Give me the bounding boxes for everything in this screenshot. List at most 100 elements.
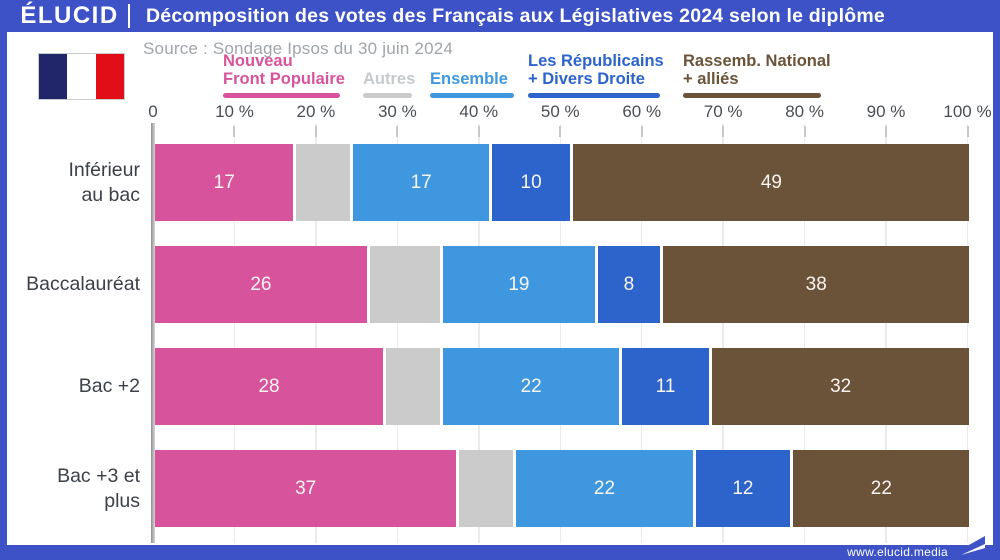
legend-label: Nouveau Front Populaire xyxy=(223,51,345,89)
gridline xyxy=(233,124,236,543)
bar-segment: 10 xyxy=(488,144,571,221)
bar-segment: 22 xyxy=(790,450,970,527)
header-divider xyxy=(128,4,130,28)
x-axis-tick xyxy=(966,126,969,137)
x-axis-tick-label: 70 % xyxy=(703,102,743,121)
x-axis-tick xyxy=(233,126,236,137)
bar-value-label: 49 xyxy=(760,171,782,193)
x-axis-tick xyxy=(477,126,480,137)
x-axis-tick-label: 30 % xyxy=(377,102,417,121)
bar-segment: 49 xyxy=(570,144,970,221)
bar-segment: 22 xyxy=(440,348,620,425)
bar-value-label: 12 xyxy=(732,477,754,499)
flag-stripe-white xyxy=(67,54,96,99)
footer-url: www.elucid.media xyxy=(847,545,948,559)
bar-value-label: 22 xyxy=(870,477,892,499)
bar-value-label: 8 xyxy=(623,273,635,295)
bar-value-label: 28 xyxy=(258,375,280,397)
bar-row: 17 17 10 49 xyxy=(155,144,970,221)
gridline xyxy=(396,124,399,543)
x-axis-tick-label: 40 % xyxy=(459,102,499,121)
source-text: Source : Sondage Ipsos du 30 juin 2024 xyxy=(143,39,454,58)
gridline xyxy=(315,124,317,543)
bar-row: 26 19 8 38 xyxy=(155,246,970,323)
page-title: Décomposition des votes des Français aux… xyxy=(146,5,885,27)
x-axis-tick-label: 50 % xyxy=(540,102,580,121)
x-axis-tick-label: 10 % xyxy=(215,102,254,121)
flag-stripe-red xyxy=(95,54,124,99)
category-label: Bac +3 et plus xyxy=(57,464,140,512)
bar-segment: 8 xyxy=(594,246,660,323)
bar-row: 28 22 11 32 xyxy=(155,348,970,425)
x-axis-tick xyxy=(722,126,725,137)
legend-label: Ensemble xyxy=(430,70,508,88)
gridline xyxy=(559,124,561,543)
gridline xyxy=(478,124,480,543)
french-flag-icon xyxy=(38,53,125,100)
category-label: Bac +2 xyxy=(78,375,140,397)
bar-segment: 17 xyxy=(155,144,294,221)
flag-pennant-icon xyxy=(951,536,985,558)
x-axis-tick-label: 0 xyxy=(148,102,158,121)
gridline xyxy=(640,124,643,543)
legend-item: Ensemble xyxy=(430,50,514,98)
bar-value-label: 38 xyxy=(805,273,827,295)
bar-value-label: 22 xyxy=(520,375,542,397)
legend-item: Autres xyxy=(363,50,415,98)
legend-label: Les Républicains + Divers Droite xyxy=(528,51,664,89)
bar-row: 37 22 12 22 xyxy=(155,450,970,527)
gridline xyxy=(885,124,887,543)
legend-swatch xyxy=(363,92,412,98)
bar-value-label: 17 xyxy=(410,171,432,193)
legend-swatch xyxy=(528,92,660,98)
bar-segment: 12 xyxy=(692,450,791,527)
x-axis-tick xyxy=(885,126,888,137)
x-axis-tick-label: 80 % xyxy=(785,102,824,121)
bar-segment: 38 xyxy=(659,246,970,323)
category-label: Inférieur au bac xyxy=(68,158,140,206)
bar-value-label: 10 xyxy=(520,171,542,193)
gridline xyxy=(803,124,806,543)
bar-segment: 17 xyxy=(350,144,489,221)
bar-value-label: 37 xyxy=(295,477,317,499)
x-axis-tick xyxy=(314,126,317,137)
legend-item: Les Républicains + Divers Droite xyxy=(528,50,664,98)
bar-value-label: 26 xyxy=(250,273,272,295)
bar-segment: 37 xyxy=(155,450,457,527)
bar-value-label: 32 xyxy=(830,375,852,397)
bar-segment xyxy=(456,450,514,527)
bar-segment: 32 xyxy=(708,348,970,425)
x-axis-tick xyxy=(640,126,643,137)
bar-value-label: 19 xyxy=(508,273,530,295)
legend-label: Rassemb. National + alliés xyxy=(683,51,831,89)
footer-bar xyxy=(0,545,1000,560)
gridline xyxy=(722,124,724,543)
y-axis-line xyxy=(151,123,155,543)
x-axis-tick-label: 100 % xyxy=(943,102,992,121)
bar-value-label: 11 xyxy=(655,375,676,397)
bar-segment xyxy=(366,246,441,323)
x-axis-tick-label: 60 % xyxy=(622,102,662,121)
x-axis-tick xyxy=(396,126,399,137)
bar-segment: 19 xyxy=(440,246,595,323)
elucid-logo: ÉLUCID xyxy=(20,2,119,29)
x-axis-tick-label: 90 % xyxy=(866,102,906,121)
x-axis-tick xyxy=(803,126,806,137)
legend-swatch xyxy=(223,92,340,98)
gridline xyxy=(966,124,969,543)
bar-segment: 26 xyxy=(155,246,367,323)
bar-segment: 11 xyxy=(619,348,709,425)
bar-segment: 28 xyxy=(155,348,384,425)
legend-swatch xyxy=(683,92,821,98)
legend-label: Autres xyxy=(363,70,416,88)
bar-segment xyxy=(293,144,351,221)
x-axis-tick-label: 20 % xyxy=(296,102,336,121)
x-axis-tick xyxy=(559,126,562,137)
bar-value-label: 22 xyxy=(593,477,616,499)
category-label: Baccalauréat xyxy=(26,273,140,295)
legend-item: Rassemb. National + alliés xyxy=(683,50,831,98)
legend-swatch xyxy=(430,92,514,98)
legend-item: Nouveau Front Populaire xyxy=(223,50,345,98)
bar-segment: 22 xyxy=(513,450,693,527)
